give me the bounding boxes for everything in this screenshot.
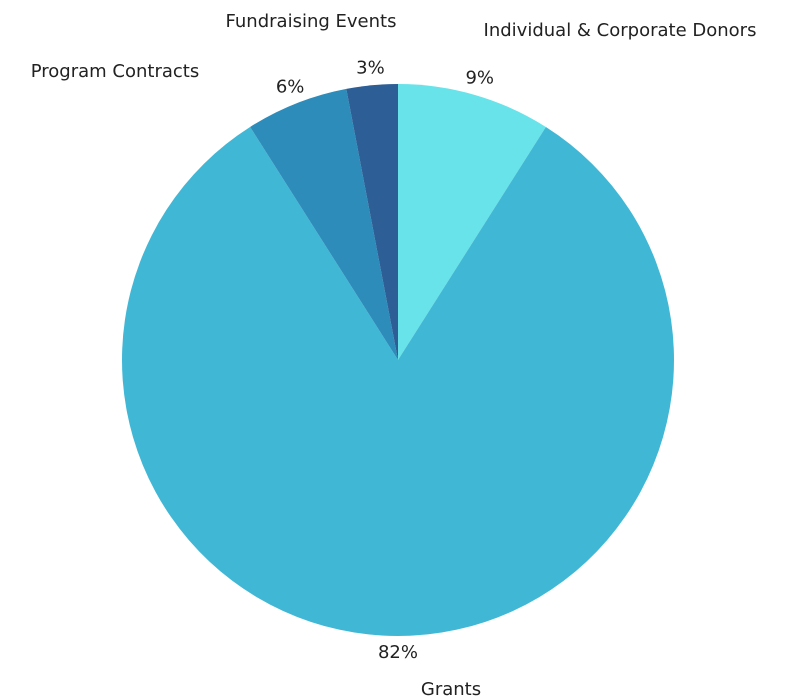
category-label: Fundraising Events — [226, 11, 397, 32]
value-label: 6% — [276, 77, 305, 98]
category-label: Individual & Corporate Donors — [484, 20, 757, 41]
category-label: Grants — [421, 679, 481, 700]
pie-slice — [346, 84, 398, 360]
pie-slice — [250, 88, 398, 360]
value-label: 82% — [378, 642, 418, 663]
pie-slice — [122, 126, 675, 637]
pie-slice — [398, 84, 546, 360]
value-label: 3% — [356, 57, 385, 78]
category-label: Program Contracts — [31, 61, 199, 82]
value-label: 9% — [465, 68, 494, 89]
